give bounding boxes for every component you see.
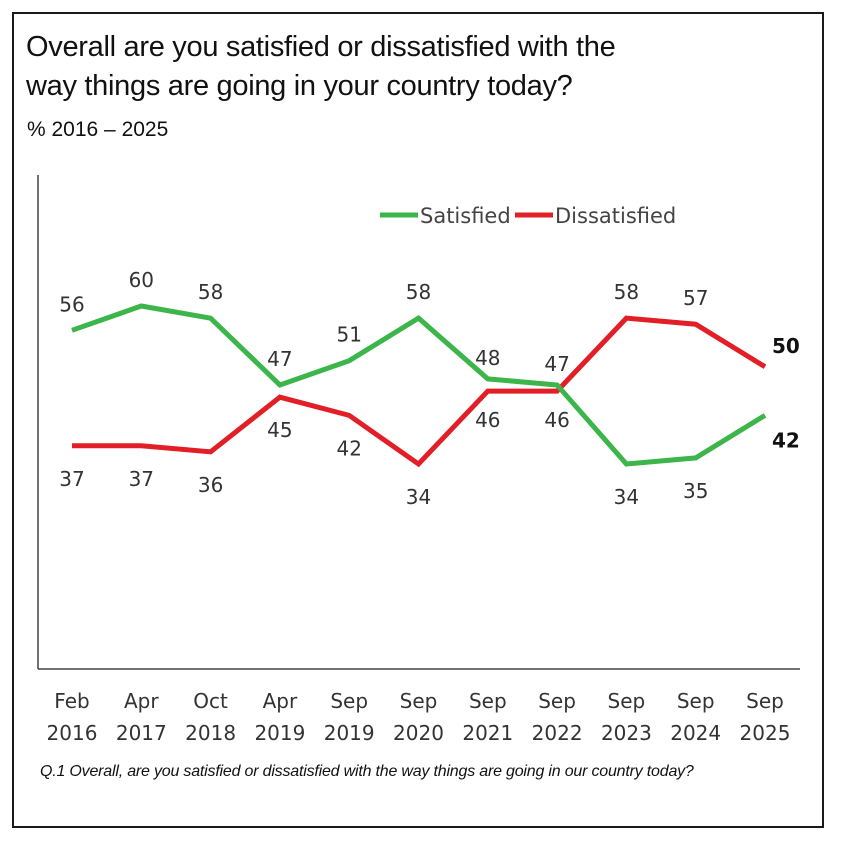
x-tick-label: Oct (193, 689, 228, 713)
x-tick-label: Sep (330, 689, 368, 713)
chart-axes (37, 175, 800, 670)
x-tick-label: Sep (469, 689, 507, 713)
title-line-1: Overall are you satisfied or dissatisfie… (26, 31, 616, 63)
x-tick-label: 2021 (462, 721, 513, 745)
chart-subtitle: % 2016 – 2025 (27, 118, 169, 141)
series-lines (71, 303, 767, 468)
satisfied-data-label: 42 (772, 428, 800, 452)
x-tick-label: 2024 (670, 721, 721, 745)
x-tick-label: 2016 (47, 721, 98, 745)
satisfied-data-label: 60 (129, 268, 154, 292)
dissatisfied-data-label: 37 (59, 467, 84, 491)
x-tick-label: 2019 (254, 721, 305, 745)
satisfied-data-label: 47 (544, 352, 569, 376)
satisfied-data-label: 34 (614, 485, 639, 509)
satisfied-data-label: 58 (198, 280, 223, 304)
x-tick-label: Sep (608, 689, 646, 713)
legend-label: Dissatisfied (555, 204, 676, 228)
chart-frame (12, 12, 824, 828)
x-tick-label: 2019 (324, 721, 375, 745)
satisfied-line (71, 303, 767, 467)
x-tick-label: 2023 (601, 721, 652, 745)
x-tick-label: 2018 (185, 721, 236, 745)
x-tick-label: Sep (746, 689, 784, 713)
dissatisfied-data-label: 37 (129, 467, 154, 491)
dissatisfied-data-label: 50 (772, 334, 800, 358)
chart-title: Overall are you satisfied or dissatisfie… (26, 28, 726, 106)
dissatisfied-data-label: 42 (336, 436, 361, 460)
dissatisfied-data-label: 46 (475, 408, 500, 432)
dissatisfied-data-label: 34 (406, 485, 431, 509)
x-tick-label: Feb (54, 689, 89, 713)
title-line-2: way things are going in your country tod… (26, 70, 573, 102)
data-labels: 56 37 60 37 58 36 47 45 51 42 58 34 48 46 47 46 34 58 35 57… (59, 268, 800, 509)
x-tick-label: Apr (124, 689, 159, 713)
dissatisfied-data-label: 57 (683, 286, 708, 310)
legend: Satisfied Dissatisfied (380, 204, 676, 228)
dissatisfied-data-label: 58 (614, 280, 639, 304)
x-tick-label: Sep (538, 689, 576, 713)
satisfied-data-label: 51 (336, 323, 361, 347)
x-tick-label: 2025 (740, 721, 791, 745)
x-tick-label: 2020 (393, 721, 444, 745)
dissatisfied-data-label: 46 (544, 408, 569, 432)
footnote: Q.1 Overall, are you satisfied or dissat… (40, 763, 694, 780)
satisfied-data-label: 58 (406, 280, 431, 304)
dissatisfied-line (72, 315, 767, 468)
satisfied-data-label: 56 (59, 292, 84, 316)
dissatisfied-data-label: 45 (267, 418, 292, 442)
x-tick-label: Sep (677, 689, 715, 713)
satisfied-data-label: 48 (475, 346, 500, 370)
satisfied-data-label: 35 (683, 479, 708, 503)
legend-label: Satisfied (420, 204, 511, 228)
x-tick-label: 2017 (116, 721, 167, 745)
x-tick-label: Sep (400, 689, 438, 713)
x-tick-label: 2022 (532, 721, 583, 745)
dissatisfied-data-label: 36 (198, 473, 223, 497)
x-tick-label: Apr (263, 689, 298, 713)
satisfied-data-label: 47 (267, 347, 292, 371)
x-axis-ticks: Feb 2016 Apr 2017 Oct 2018 Apr 2019 Sep 2019 Sep 20… (47, 689, 791, 745)
